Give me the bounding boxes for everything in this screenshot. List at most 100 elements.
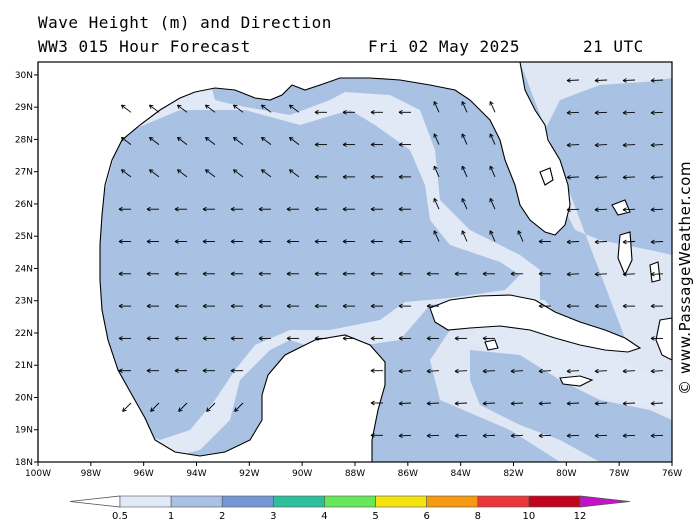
wave-arrow — [206, 402, 216, 412]
lon-label: 86W — [398, 469, 418, 479]
wave-arrow — [230, 206, 243, 212]
wave-arrow — [288, 104, 300, 113]
wave-arrow — [622, 271, 636, 277]
legend-swatch — [119, 495, 172, 508]
wave-arrow — [342, 303, 355, 309]
wave-arrow — [204, 169, 216, 178]
wave-arrow — [230, 336, 243, 341]
wave-arrow — [482, 433, 496, 439]
legend-swatch — [477, 495, 530, 508]
lon-label: 76W — [662, 469, 682, 479]
wave-arrow — [122, 402, 132, 412]
wave-arrow — [176, 104, 188, 113]
wave-arrow — [398, 206, 411, 212]
wave-arrow — [258, 206, 271, 212]
wave-arrow — [370, 206, 383, 212]
wave-arrow — [146, 271, 159, 277]
wave-arrow — [454, 433, 468, 439]
wave-arrow — [594, 78, 608, 83]
bahamas-3 — [649, 261, 661, 283]
legend-over-triangle — [579, 495, 631, 508]
wave-arrow — [202, 336, 215, 341]
wave-arrow — [398, 336, 411, 341]
wave-arrow — [314, 206, 327, 212]
wave-arrow — [286, 239, 299, 244]
wave-arrow — [314, 303, 327, 309]
wave-arrow — [650, 368, 664, 374]
wave-arrow — [146, 303, 159, 309]
wave-arrow — [594, 207, 608, 212]
wave-arrow — [538, 368, 552, 374]
wave-arrow — [398, 303, 411, 309]
wave-arrow — [148, 136, 160, 145]
wave-arrow — [594, 142, 608, 148]
map-title: Wave Height (m) and Direction — [38, 13, 332, 32]
wave-arrow — [202, 271, 215, 277]
lon-label: 94W — [186, 469, 206, 479]
legend-tick-label: 2 — [219, 511, 225, 522]
wave-arrow — [230, 271, 243, 277]
wave-arrow — [314, 109, 327, 115]
wave-arrow — [120, 169, 132, 178]
wave-arrow — [650, 433, 664, 439]
wave-arrow — [150, 402, 160, 412]
lat-label: 22N — [15, 329, 33, 339]
wave-arrow — [398, 401, 412, 406]
wave-arrow — [454, 271, 467, 277]
legend-tick-label: 12 — [574, 511, 587, 522]
wave-arrow — [120, 136, 132, 145]
wave-arrow — [174, 368, 187, 374]
legend-tick-label: 8 — [475, 511, 481, 522]
wave-arrow — [146, 368, 159, 374]
forecast-label: WW3 015 Hour Forecast — [38, 37, 251, 56]
wave-arrow — [538, 303, 551, 309]
lat-label: 21N — [15, 361, 33, 371]
legend-under-triangle — [69, 495, 121, 508]
wave-arrow — [566, 303, 579, 309]
wave-arrow — [433, 133, 440, 145]
wave-arrow — [622, 142, 636, 148]
wave-arrow — [286, 271, 299, 277]
hispaniola — [655, 317, 673, 361]
wave-arrow — [314, 142, 327, 147]
wave-arrow — [566, 239, 580, 245]
wave-arrow — [489, 101, 496, 113]
cuba — [429, 294, 642, 353]
lon-label: 88W — [345, 469, 365, 479]
isle-of-youth — [484, 339, 499, 351]
wave-arrow — [234, 402, 244, 412]
lon-label: 98W — [81, 469, 101, 479]
wave-arrow — [398, 174, 411, 180]
wave-arrow — [482, 401, 496, 406]
wave-arrow — [650, 142, 664, 148]
wave-arrow — [202, 303, 215, 309]
wave-arrow — [370, 142, 383, 147]
wave-arrow — [566, 207, 580, 212]
wave-arrow — [370, 109, 383, 115]
wave-arrow — [342, 142, 355, 147]
sea-mid-gulf — [100, 78, 672, 462]
wave-arrow — [118, 271, 131, 277]
wave-arrow — [258, 239, 271, 244]
legend-swatch — [170, 495, 223, 508]
wave-arrow — [622, 303, 635, 309]
wave-arrow — [370, 271, 383, 277]
wave-arrow — [622, 78, 636, 83]
wave-arrow — [426, 303, 439, 309]
lat-label: 29N — [15, 103, 33, 113]
wave-arrow — [398, 109, 411, 115]
wave-arrow — [482, 271, 495, 277]
legend-swatch — [375, 495, 427, 508]
wave-arrow — [370, 432, 383, 438]
legend-tick-label: 0.5 — [112, 511, 128, 522]
wave-arrow — [230, 239, 243, 244]
lon-label: 90W — [292, 469, 312, 479]
wave-arrow — [426, 336, 439, 341]
wave-arrow — [286, 303, 299, 309]
copyright-text: © www.PassageWeather.com — [676, 160, 694, 395]
wave-arrow — [258, 303, 271, 309]
legend-tick-label: 6 — [423, 511, 429, 522]
wave-arrow — [342, 271, 355, 277]
legend-tick-label: 1 — [168, 511, 174, 522]
wave-arrow — [622, 401, 636, 406]
